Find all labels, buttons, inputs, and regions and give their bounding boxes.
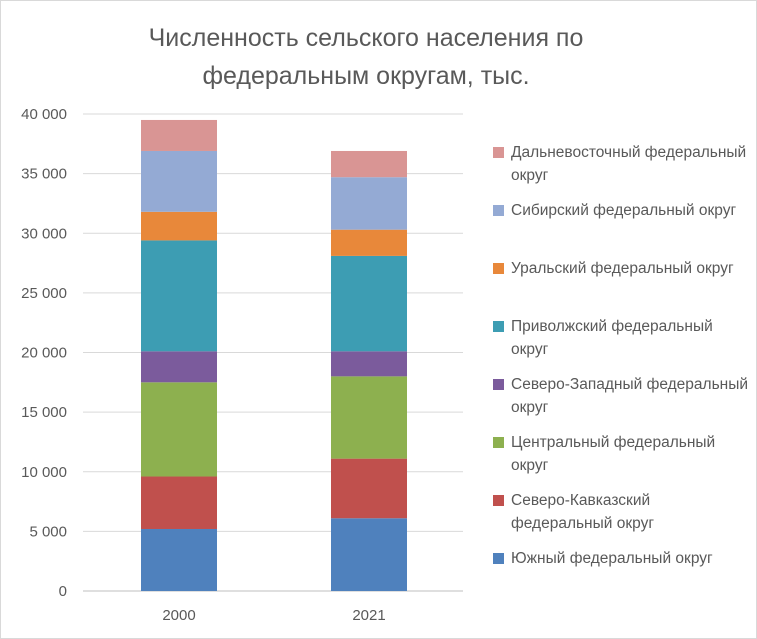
bar-segment [141, 476, 217, 529]
legend-swatch [493, 205, 504, 216]
bar-segment [141, 119, 217, 151]
legend-label: Северо-Западный федеральный округ [511, 376, 749, 416]
legend-item: Приволжский федеральный округ [493, 315, 755, 373]
legend-swatch [493, 437, 504, 448]
legend-swatch [493, 495, 504, 506]
y-tick-label: 40 000 [21, 106, 67, 123]
bar-segment [331, 376, 407, 459]
legend-item: Центральный федеральный округ [493, 431, 755, 489]
legend-label: Южный федеральный округ [511, 550, 713, 567]
legend-swatch [493, 147, 504, 158]
legend-item: Сибирский федеральный округ [493, 199, 755, 257]
legend-item: Северо-Западный федеральный округ [493, 373, 755, 431]
bar-segment [141, 351, 217, 383]
y-tick-label: 0 [59, 583, 67, 600]
y-tick-label: 15 000 [21, 404, 67, 421]
y-tick-label: 10 000 [21, 464, 67, 481]
bar-segment [331, 255, 407, 352]
y-tick-label: 5 000 [29, 523, 67, 540]
x-tick-label: 2021 [352, 607, 385, 624]
legend-label: Северо-Кавказский федеральный округ [511, 492, 654, 532]
bar-segment [141, 211, 217, 241]
legend-item: Северо-Кавказский федеральный округ [493, 489, 755, 547]
legend-swatch [493, 553, 504, 564]
bar-segment [331, 518, 407, 591]
legend-swatch [493, 379, 504, 390]
bar-segment [331, 229, 407, 256]
legend-swatch [493, 321, 504, 332]
y-tick-label: 35 000 [21, 166, 67, 183]
legend-item: Уральский федеральный округ [493, 257, 755, 315]
legend-swatch [493, 263, 504, 274]
bar-segment [141, 528, 217, 591]
legend-label: Уральский федеральный округ [511, 260, 734, 277]
legend-item: Дальневосточный федеральный округ [493, 141, 755, 199]
bar-segment [141, 382, 217, 477]
x-tick-label: 2000 [162, 607, 195, 624]
legend-label: Дальневосточный федеральный округ [511, 144, 747, 184]
bar-segment [331, 458, 407, 519]
bar-segment [141, 150, 217, 212]
bar-segment [141, 240, 217, 352]
legend-label: Приволжский федеральный округ [511, 318, 713, 358]
chart-title: Численность сельского населения по федер… [148, 24, 584, 90]
bar-segment [331, 150, 407, 178]
y-tick-label: 20 000 [21, 345, 67, 362]
legend-label: Сибирский федеральный округ [511, 202, 737, 219]
legend-item: Южный федеральный округ [493, 547, 755, 605]
y-tick-label: 30 000 [21, 225, 67, 242]
legend: Дальневосточный федеральный округ Сибирск… [493, 141, 755, 605]
y-tick-label: 25 000 [21, 285, 67, 302]
bar-segment [331, 351, 407, 377]
bar-segment [331, 177, 407, 230]
legend-label: Центральный федеральный округ [511, 434, 716, 474]
